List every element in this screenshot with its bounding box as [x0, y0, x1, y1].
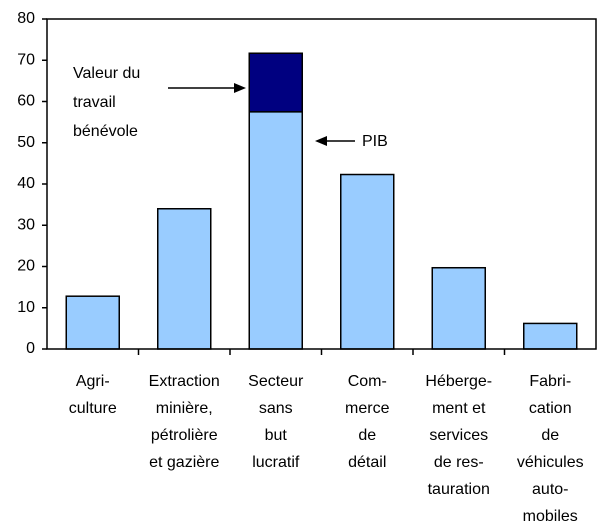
- bar-segment: [340, 173, 395, 350]
- y-tick-label: 50: [17, 134, 35, 151]
- y-tick-label: 40: [17, 175, 35, 192]
- y-tick-label: 30: [17, 216, 35, 233]
- y-tick-label: 20: [17, 258, 35, 275]
- arrowhead: [234, 83, 246, 93]
- bar-segment: [65, 295, 120, 350]
- plot-frame: [46, 18, 597, 350]
- bar-segment: [248, 52, 303, 113]
- bar-segment: [431, 266, 486, 350]
- x-tick-label: Agri- culture: [68, 373, 117, 417]
- y-tick-label: 10: [17, 299, 35, 316]
- annotation: Valeur du travail bénévole: [73, 65, 141, 140]
- x-tick-label: Com- merce de détail: [345, 373, 390, 471]
- y-tick-label: 70: [17, 51, 35, 68]
- bar-segment: [523, 322, 578, 350]
- x-tick-label: Secteur sans but lucratif: [248, 373, 304, 471]
- arrowhead: [315, 136, 327, 146]
- x-tick-label: Héberge- ment et services de res- taurat…: [425, 373, 493, 498]
- bar-segment: [248, 111, 303, 350]
- y-tick-label: 80: [17, 10, 35, 27]
- x-tick-label: Fabri- cation de véhicules auto- mobiles: [516, 373, 584, 525]
- y-tick-label: 0: [26, 340, 35, 357]
- bar-segment: [157, 208, 212, 350]
- annotation: PIB: [362, 133, 388, 150]
- x-tick-label: Extraction minière, pétrolière et gazièr…: [148, 373, 220, 471]
- y-tick-label: 60: [17, 93, 35, 110]
